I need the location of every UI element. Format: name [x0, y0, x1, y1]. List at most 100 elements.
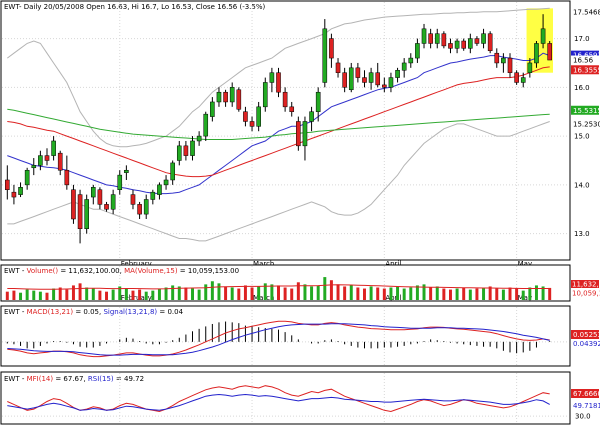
price-tick-label: 14.0 — [574, 181, 590, 189]
candle-body — [190, 140, 195, 156]
price-panel-frame — [0, 0, 571, 261]
macd-legend-part: = 0.04 — [157, 308, 183, 316]
ma-fast-line — [7, 52, 550, 195]
candle-body — [57, 152, 63, 171]
candle — [388, 72, 394, 93]
price-badge-bg — [571, 50, 599, 60]
candle — [5, 165, 10, 200]
candle — [256, 101, 261, 132]
price-tick-label: 15.0 — [574, 133, 590, 141]
candle — [428, 28, 433, 49]
candle-body — [342, 72, 347, 88]
candle-body — [77, 194, 83, 229]
candle — [296, 116, 301, 151]
candle — [487, 31, 493, 54]
price-badge-bg — [571, 105, 599, 115]
macd-series-line — [7, 320, 550, 358]
price-badge-text: 16.56 — [573, 57, 594, 65]
candle — [540, 14, 546, 49]
candle — [309, 106, 314, 132]
price-badge-text: 15.5315 — [573, 107, 600, 115]
candle — [408, 53, 414, 68]
candle — [481, 28, 486, 49]
ma-slow-line — [7, 108, 550, 140]
candle-body — [454, 40, 460, 49]
price-title: EWT- Daily 20/05/2008 Open 16.63, Hi 16.… — [4, 3, 265, 11]
candle-body — [481, 33, 486, 44]
mfi-rsi-badges: 67.6660 49.7181 — [571, 389, 600, 410]
month-label: May — [518, 260, 532, 268]
candle-body — [289, 106, 295, 112]
candle — [415, 38, 420, 63]
candle-body — [296, 121, 301, 147]
candle-body — [64, 169, 70, 186]
mfi-legend-part: RSI(15) — [88, 375, 114, 383]
candle-body — [507, 57, 513, 73]
price-badge-bg — [571, 119, 599, 129]
candle — [534, 41, 539, 68]
candle-body — [329, 38, 334, 59]
volume-panel: EWT - Volume() = 11,632,100.00, MA(Volum… — [0, 264, 600, 302]
candle-body — [183, 145, 189, 156]
candle-body — [24, 169, 30, 186]
mfi-legend-part: = 49.72 — [114, 375, 144, 383]
candle — [57, 150, 63, 176]
candle-body — [362, 77, 367, 83]
candle — [71, 184, 76, 224]
candle-body — [309, 111, 314, 122]
candle-body — [269, 72, 275, 83]
candle — [474, 36, 480, 46]
candle — [11, 184, 17, 205]
candle-body — [395, 70, 400, 78]
candle-body — [243, 111, 248, 122]
price-title-text: - Daily 20/05/2008 Open 16.63, Hi 16.7, … — [19, 3, 266, 11]
candle — [269, 67, 275, 93]
candle — [547, 41, 552, 61]
candle — [527, 58, 533, 78]
candle — [124, 165, 129, 180]
price-badge-text: 17.5468 — [573, 8, 600, 16]
volume-bars — [5, 277, 552, 300]
candle-body — [44, 155, 50, 161]
candle — [84, 194, 89, 234]
candle — [448, 38, 453, 54]
candle-body — [124, 169, 129, 173]
candle — [97, 187, 103, 210]
candle — [137, 201, 142, 219]
candle-body — [210, 101, 215, 117]
candle — [77, 189, 83, 244]
mfi-rsi-gridlines — [2, 373, 569, 423]
candle-body — [335, 62, 341, 73]
candle-body — [428, 33, 433, 44]
candle-body — [223, 91, 228, 103]
candle — [441, 31, 447, 49]
candle-body — [421, 28, 427, 44]
price-title-symbol: EWT — [4, 3, 20, 11]
candle — [24, 167, 30, 190]
candle-body — [117, 174, 123, 190]
candle-body — [229, 87, 235, 103]
highlight-rect — [526, 8, 553, 73]
candle-body — [348, 67, 354, 91]
candle — [51, 136, 56, 161]
candle — [150, 189, 156, 205]
month-label: March — [253, 294, 274, 302]
ma-mid-line — [7, 66, 550, 178]
candle — [362, 70, 367, 88]
candle-body — [514, 72, 519, 83]
macd-badge-bg — [571, 330, 599, 339]
candle-body — [71, 189, 76, 220]
candle — [183, 140, 189, 161]
volume-ma-line — [7, 284, 550, 290]
candle-body — [84, 199, 89, 229]
macd-badges: 0.0525330.043926 — [571, 330, 600, 348]
candle — [104, 201, 109, 212]
volume-legend-part: = 10,059,153.00 — [178, 267, 240, 275]
candle-body — [415, 43, 420, 59]
candle-body — [170, 162, 175, 181]
candle-body — [104, 204, 109, 210]
candle-body — [97, 189, 103, 205]
candle-body — [282, 91, 288, 108]
candle-body — [196, 135, 202, 142]
